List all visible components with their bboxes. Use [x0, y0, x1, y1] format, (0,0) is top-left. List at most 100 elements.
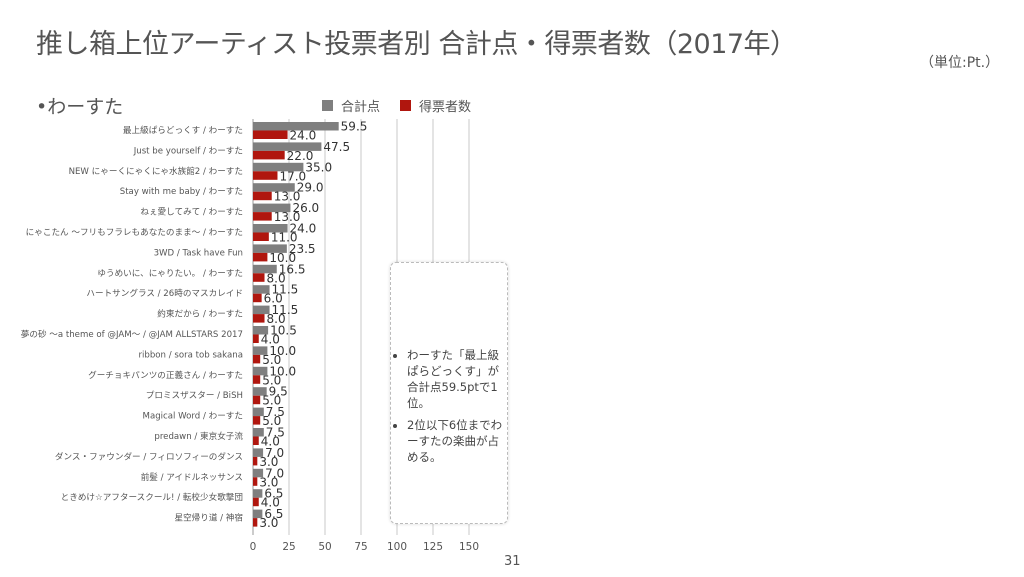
data-label-total: 29.0	[297, 181, 324, 195]
data-label-voters: 3.0	[259, 455, 278, 469]
x-tick-label: 50	[318, 541, 331, 553]
bar-voters	[253, 334, 259, 343]
data-label-total: 6.5	[264, 487, 283, 501]
category-label: 3WD / Task have Fun	[154, 248, 243, 258]
data-label-total: 10.0	[269, 364, 296, 378]
x-tick-label: 0	[250, 541, 257, 553]
data-label-voters: 17.0	[279, 169, 306, 183]
bar-voters	[253, 354, 261, 364]
data-label-total: 59.5	[341, 120, 368, 134]
data-label-total: 10.5	[270, 324, 297, 338]
data-label-total: 11.5	[272, 283, 299, 297]
x-tick-label: 150	[459, 541, 479, 553]
chart-legend: 合計点 得票者数	[322, 96, 491, 115]
bar-voters	[253, 497, 259, 507]
note-item-1: わーすた「最上級ぱらどっくす」が合計点59.5ptで1位。	[407, 347, 503, 411]
bar-voters	[253, 456, 258, 466]
bar-total	[253, 264, 277, 274]
bar-total	[253, 428, 264, 437]
bar-voters	[253, 375, 261, 384]
category-label: 夢の砂 〜a theme of @JAM〜 / @JAM ALLSTARS 20…	[21, 328, 243, 340]
data-label-total: 16.5	[279, 262, 306, 276]
category-label: Just be yourself / わーすた	[133, 145, 243, 156]
artist-bullet: •わーすた	[36, 96, 124, 118]
bar-voters	[253, 314, 265, 323]
data-label-total: 35.0	[305, 160, 332, 174]
category-label: ゆうめいに、にゃりたい。 / わーすた	[97, 268, 243, 279]
data-label-voters: 5.0	[262, 373, 281, 387]
slide-title: 推し箱上位アーティスト投票者別 合計点・得票者数（2017年）	[36, 29, 797, 60]
data-label-total: 47.5	[323, 140, 350, 154]
category-label: 星空帰り道 / 神宿	[174, 512, 243, 524]
bar-total	[253, 509, 263, 519]
page-number: 31	[504, 554, 521, 569]
legend-swatch-total	[322, 100, 333, 111]
legend-item-total: 合計点	[322, 96, 380, 115]
data-label-voters: 11.0	[271, 231, 298, 245]
data-label-total: 24.0	[290, 222, 317, 236]
data-label-voters: 5.0	[262, 414, 281, 428]
category-label: ねぇ愛してみて / わーすた	[140, 206, 243, 218]
bar-total	[253, 142, 322, 151]
category-label: プロミスザスター / BiSH	[146, 390, 243, 401]
legend-label-total: 合計点	[341, 100, 381, 115]
x-tick-label: 100	[387, 541, 407, 553]
bar-voters	[253, 416, 261, 425]
bar-voters	[253, 130, 288, 139]
data-label-voters: 6.0	[264, 292, 283, 306]
bar-total	[253, 203, 291, 213]
data-label-voters: 22.0	[287, 149, 314, 163]
bar-total	[253, 285, 270, 294]
bar-total	[253, 448, 264, 457]
category-label: 最上級ぱらどっくす / わーすた	[123, 124, 243, 136]
bar-total	[253, 244, 287, 253]
data-label-total: 7.0	[265, 466, 284, 480]
data-label-total: 7.5	[266, 405, 285, 419]
x-tick-label: 25	[282, 541, 295, 553]
data-label-total: 9.5	[269, 385, 288, 399]
unit-label: （単位:Pt.）	[920, 55, 1000, 71]
data-label-total: 26.0	[292, 201, 319, 215]
bar-voters	[253, 171, 278, 180]
bar-voters	[253, 293, 262, 303]
category-label: ribbon / sora tob sakana	[138, 350, 243, 360]
data-label-voters: 5.0	[262, 353, 281, 367]
category-label: にゃこたん 〜フリもフラレもあなたのまま〜 / わーすた	[26, 227, 243, 238]
bar-total	[253, 162, 304, 172]
category-label: predawn / 東京女子流	[154, 430, 243, 442]
category-label: Stay with me baby / わーすた	[120, 186, 243, 197]
category-label: ときめけ☆アフタースクール! / 転校少女歌撃団	[61, 491, 243, 503]
bar-total	[253, 387, 267, 396]
legend-swatch-voters	[400, 100, 412, 111]
bar-voters	[253, 150, 285, 160]
data-label-voters: 5.0	[262, 394, 281, 408]
data-label-voters: 3.0	[259, 475, 278, 489]
data-label-total: 23.5	[289, 242, 316, 256]
data-label-voters: 8.0	[267, 312, 286, 326]
note-item-2: 2位以下6位までわーすたの楽曲が占める。	[407, 417, 503, 465]
bar-voters	[253, 191, 272, 201]
category-label: 約束だから / わーすた	[157, 308, 243, 320]
bar-total	[253, 305, 270, 315]
data-label-total: 10.0	[269, 344, 296, 358]
bar-total	[253, 122, 339, 131]
bar-voters	[253, 518, 258, 527]
data-label-total: 11.5	[272, 303, 299, 317]
bar-total	[253, 224, 288, 233]
bar-total	[253, 407, 264, 417]
category-label: ハートサングラス / 26時のマスカレイド	[86, 287, 243, 299]
bar-total	[253, 489, 263, 498]
bar-total	[253, 346, 268, 355]
x-tick-label: 75	[354, 541, 367, 553]
data-label-voters: 8.0	[267, 271, 286, 285]
bar-voters	[253, 273, 265, 282]
bar-voters	[253, 395, 261, 405]
legend-item-voters: 得票者数	[400, 96, 471, 115]
data-label-voters: 3.0	[259, 516, 278, 530]
bar-total	[253, 468, 264, 478]
category-label: ダンス・ファウンダー / フィロソフィーのダンス	[55, 450, 243, 462]
note-callout: わーすた「最上級ぱらどっくす」が合計点59.5ptで1位。 2位以下6位までわー…	[390, 262, 508, 524]
bar-total	[253, 366, 268, 376]
data-label-voters: 13.0	[274, 210, 301, 224]
